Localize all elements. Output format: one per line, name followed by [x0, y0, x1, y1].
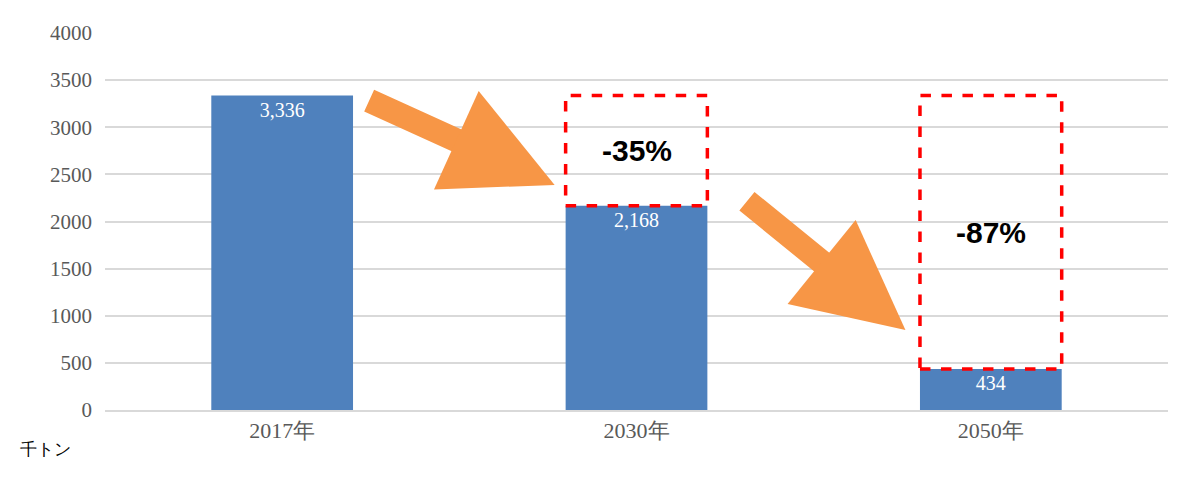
svg-text:3,336: 3,336 — [260, 99, 305, 121]
svg-text:3500: 3500 — [50, 68, 92, 92]
svg-text:3000: 3000 — [50, 116, 92, 140]
svg-text:434: 434 — [976, 372, 1006, 394]
svg-text:4000: 4000 — [50, 21, 92, 45]
svg-text:2017年: 2017年 — [249, 418, 315, 443]
svg-text:2,168: 2,168 — [614, 209, 659, 231]
svg-text:-35%: -35% — [602, 134, 672, 167]
svg-text:千トン: 千トン — [20, 440, 71, 459]
svg-text:-87%: -87% — [956, 216, 1026, 249]
svg-text:2000: 2000 — [50, 210, 92, 234]
svg-text:1500: 1500 — [50, 257, 92, 281]
svg-text:500: 500 — [61, 351, 93, 375]
svg-text:0: 0 — [82, 398, 93, 422]
svg-text:1000: 1000 — [50, 304, 92, 328]
svg-text:2500: 2500 — [50, 163, 92, 187]
svg-text:2030年: 2030年 — [604, 418, 670, 443]
svg-text:2050年: 2050年 — [958, 418, 1024, 443]
